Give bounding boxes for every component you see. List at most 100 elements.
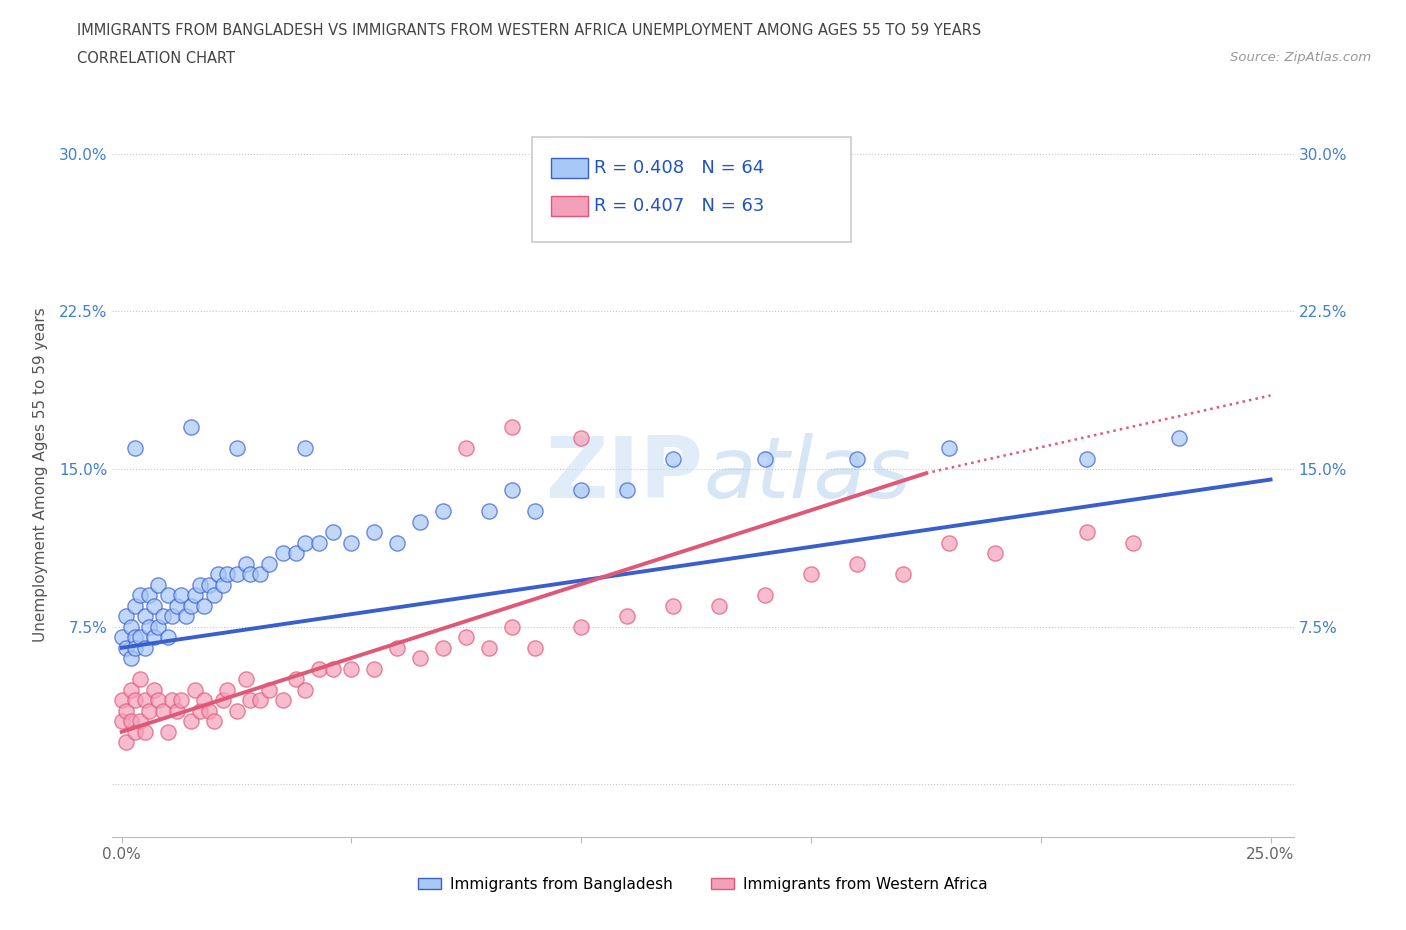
Point [207,566,229,581]
Point [569,430,592,445]
Point [409,651,432,666]
Point [188,703,211,718]
FancyBboxPatch shape [551,158,589,178]
Point [180,598,202,613]
Point [409,514,432,529]
Point [120,683,142,698]
Point [225,566,247,581]
Point [1076,451,1098,466]
FancyBboxPatch shape [551,196,589,216]
Point [115,735,138,750]
Point [115,609,138,624]
Point [249,566,271,581]
Point [217,683,239,698]
Text: ZIP: ZIP [546,432,703,516]
Point [217,566,239,581]
Point [363,525,385,539]
Point [845,451,868,466]
Point [142,630,165,644]
Point [129,630,152,644]
Text: R = 0.408   N = 64: R = 0.408 N = 64 [595,159,765,178]
Point [188,578,211,592]
Point [129,588,152,603]
Point [198,703,221,718]
Point [891,566,914,581]
Point [124,441,146,456]
Point [124,693,146,708]
Point [308,535,330,550]
Point [202,588,225,603]
Point [501,483,523,498]
Point [271,693,294,708]
Point [257,556,280,571]
Text: CORRELATION CHART: CORRELATION CHART [77,51,235,66]
FancyBboxPatch shape [531,137,851,242]
Point [707,598,730,613]
Point [180,714,202,729]
Point [138,588,160,603]
Legend: Immigrants from Bangladesh, Immigrants from Western Africa: Immigrants from Bangladesh, Immigrants f… [412,871,994,898]
Point [845,556,868,571]
Point [235,556,257,571]
Point [340,661,363,676]
Point [294,535,316,550]
Point [239,566,262,581]
Point [225,441,247,456]
Point [501,419,523,434]
Point [148,578,170,592]
Point [754,451,776,466]
Point [211,693,233,708]
Point [198,578,221,592]
Point [239,693,262,708]
Point [800,566,823,581]
Point [138,703,160,718]
Point [294,441,316,456]
Point [170,588,193,603]
Text: Source: ZipAtlas.com: Source: ZipAtlas.com [1230,51,1371,64]
Point [115,703,138,718]
Point [193,598,215,613]
Point [707,209,730,224]
Y-axis label: Unemployment Among Ages 55 to 59 years: Unemployment Among Ages 55 to 59 years [32,307,48,642]
Point [478,641,501,656]
Point [160,693,183,708]
Point [616,609,638,624]
Point [938,441,960,456]
Point [432,504,454,519]
Point [478,504,501,519]
Point [432,641,454,656]
Point [754,588,776,603]
Point [120,651,142,666]
Point [138,619,160,634]
Point [142,598,165,613]
Point [235,671,257,686]
Point [111,630,134,644]
Point [152,703,174,718]
Point [166,703,188,718]
Point [322,525,344,539]
Point [160,609,183,624]
Point [285,671,308,686]
Point [120,619,142,634]
Point [170,693,193,708]
Point [271,546,294,561]
Point [180,419,202,434]
Point [387,641,409,656]
Text: IMMIGRANTS FROM BANGLADESH VS IMMIGRANTS FROM WESTERN AFRICA UNEMPLOYMENT AMONG : IMMIGRANTS FROM BANGLADESH VS IMMIGRANTS… [77,23,981,38]
Point [1076,525,1098,539]
Point [340,535,363,550]
Point [129,671,152,686]
Point [152,609,174,624]
Point [148,693,170,708]
Point [308,661,330,676]
Point [257,683,280,698]
Point [156,588,179,603]
Point [124,598,146,613]
Point [569,483,592,498]
Point [211,578,233,592]
Text: R = 0.407   N = 63: R = 0.407 N = 63 [595,197,765,215]
Point [938,535,960,550]
Point [124,724,146,739]
Point [501,619,523,634]
Text: atlas: atlas [703,432,911,516]
